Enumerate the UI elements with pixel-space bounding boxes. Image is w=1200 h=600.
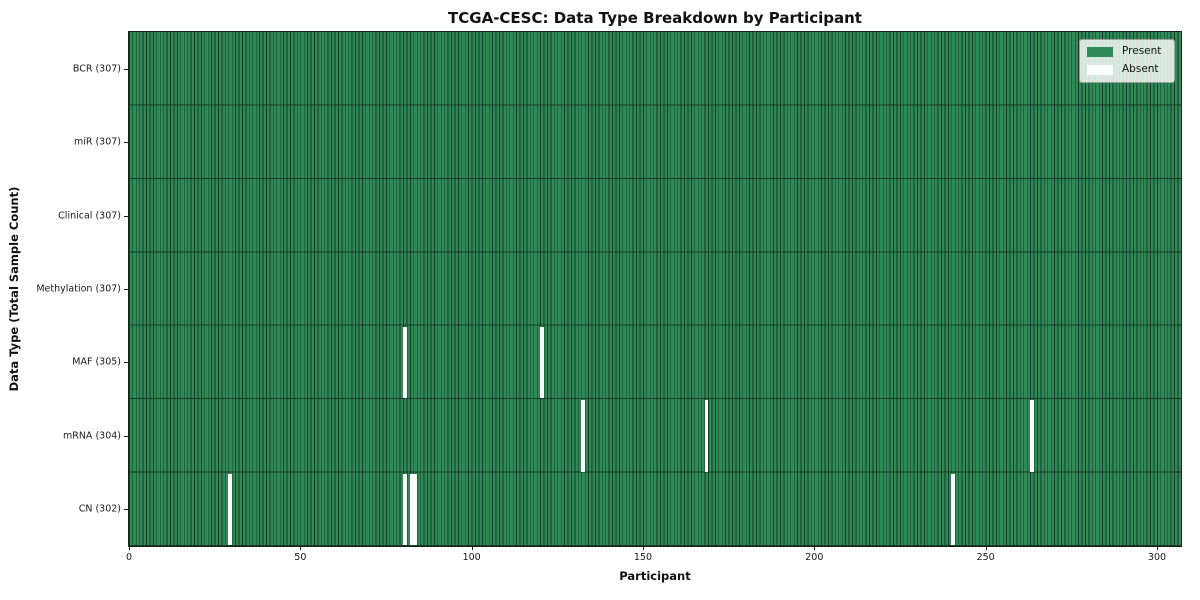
absent-gap-mRNA-132 <box>581 400 585 472</box>
absent-gap-CN-82 <box>409 473 414 545</box>
present-swatch-icon <box>1087 46 1113 57</box>
x-tick-label-50: 50 <box>294 552 307 563</box>
legend-label-absent: Absent <box>1122 63 1159 75</box>
x-tick-label-0: 0 <box>125 552 133 563</box>
absent-gap-MAF-120 <box>540 326 544 399</box>
absent-gap-CN-29 <box>228 473 232 545</box>
x-tick-label-100: 100 <box>462 552 481 563</box>
absent-gap-CN-83 <box>413 473 417 545</box>
legend-item-present: Present <box>1087 46 1167 57</box>
y-tick-label-miR: miR (307) <box>73 136 121 148</box>
absent-swatch-icon <box>1087 64 1113 75</box>
absent-gap-MAF-80 <box>403 326 407 399</box>
absent-gap-mRNA-263 <box>1030 400 1034 472</box>
absent-gap-CN-80 <box>403 473 407 545</box>
legend-item-absent: Absent <box>1087 64 1167 75</box>
y-axis-label: Data Type (Total Sample Count) <box>7 186 21 392</box>
x-tick-label-300: 300 <box>1147 552 1167 563</box>
legend: Present Absent <box>1079 39 1175 83</box>
absent-gap-mRNA-168 <box>704 400 709 472</box>
legend-label-present: Present <box>1122 45 1162 57</box>
absent-gap-CN-240 <box>951 473 955 545</box>
y-tick-label-CN: CN (302) <box>78 503 121 515</box>
y-tick-label-mRNA: mRNA (304) <box>62 430 121 442</box>
plot-area: Present Absent <box>128 31 1182 547</box>
x-tick-label-250: 250 <box>976 552 995 563</box>
x-tick-label-200: 200 <box>805 552 824 563</box>
x-tick-label-150: 150 <box>633 552 653 563</box>
chart-title: TCGA-CESC: Data Type Breakdown by Partic… <box>448 9 862 27</box>
y-tick-label-BCR: BCR (307) <box>72 63 121 75</box>
x-axis-label: Participant <box>619 569 691 583</box>
